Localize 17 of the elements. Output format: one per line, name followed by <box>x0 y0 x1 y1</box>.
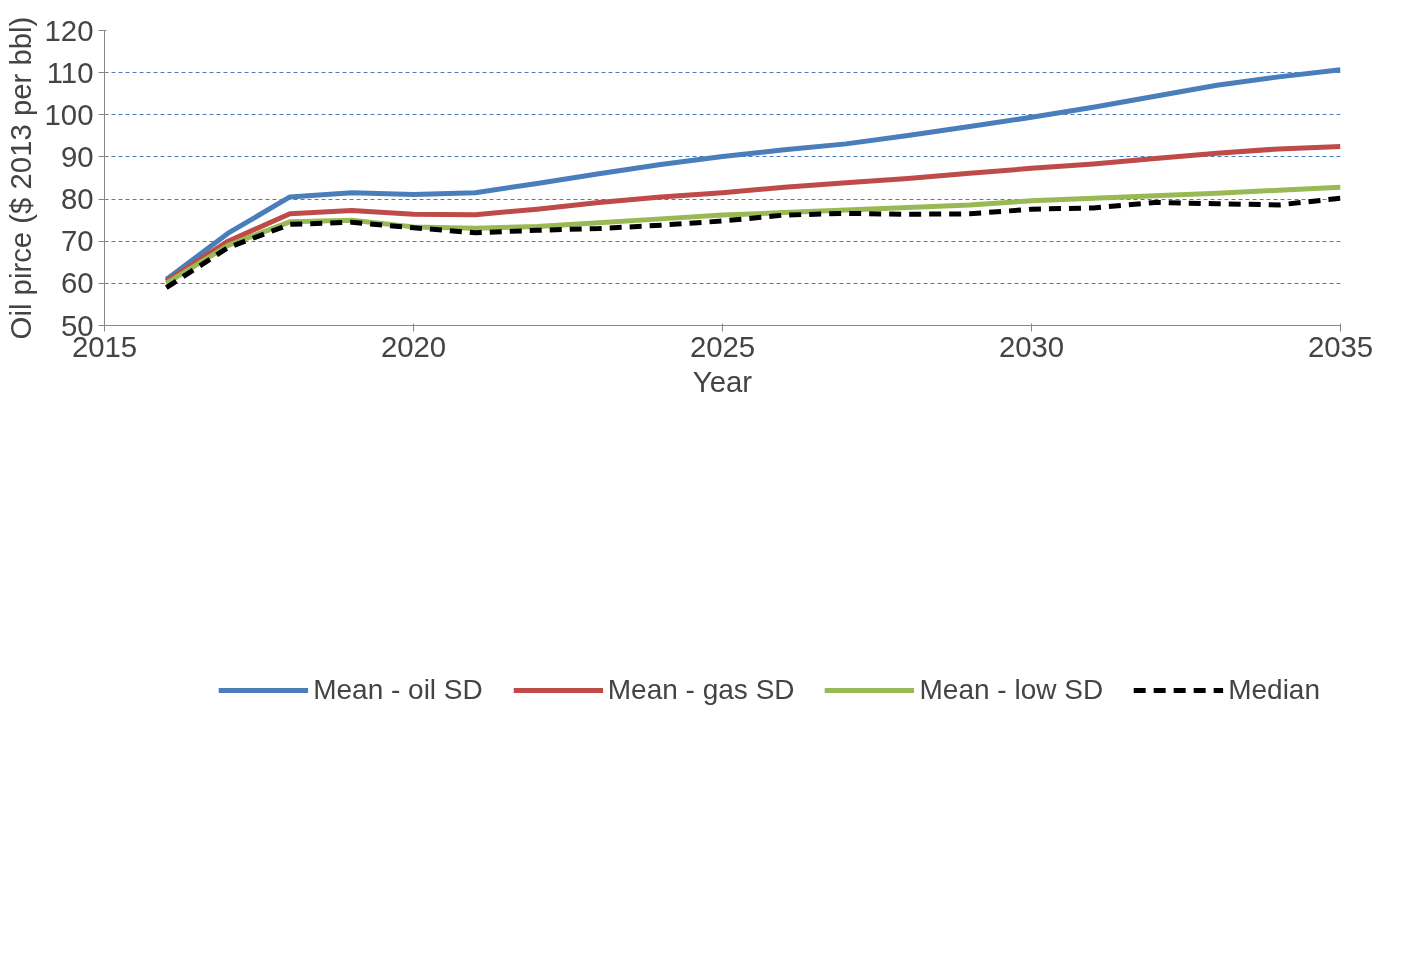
y-tick-label: 100 <box>44 97 94 131</box>
y-tick-label: 80 <box>60 182 94 216</box>
legend-label: Median <box>1228 674 1320 706</box>
x-axis-title: Year <box>692 364 753 398</box>
legend-label: Mean - oil SD <box>313 674 483 706</box>
y-axis-title: Oil pirce ($ 2013 per bbl) <box>3 16 37 340</box>
x-tick-label: 2020 <box>380 329 447 363</box>
legend-label: Mean - gas SD <box>607 674 795 706</box>
x-tick-label: 2025 <box>689 329 756 363</box>
x-tick-label: 2035 <box>1307 329 1374 363</box>
x-tick-label: 2030 <box>998 329 1065 363</box>
y-tick-label: 120 <box>44 13 94 47</box>
y-tick-label: 60 <box>60 266 94 300</box>
y-tick-label: 70 <box>60 224 94 258</box>
legend-label: Mean - low SD <box>919 674 1104 706</box>
y-tick-label: 90 <box>60 139 94 173</box>
y-tick-label: 110 <box>46 55 94 89</box>
